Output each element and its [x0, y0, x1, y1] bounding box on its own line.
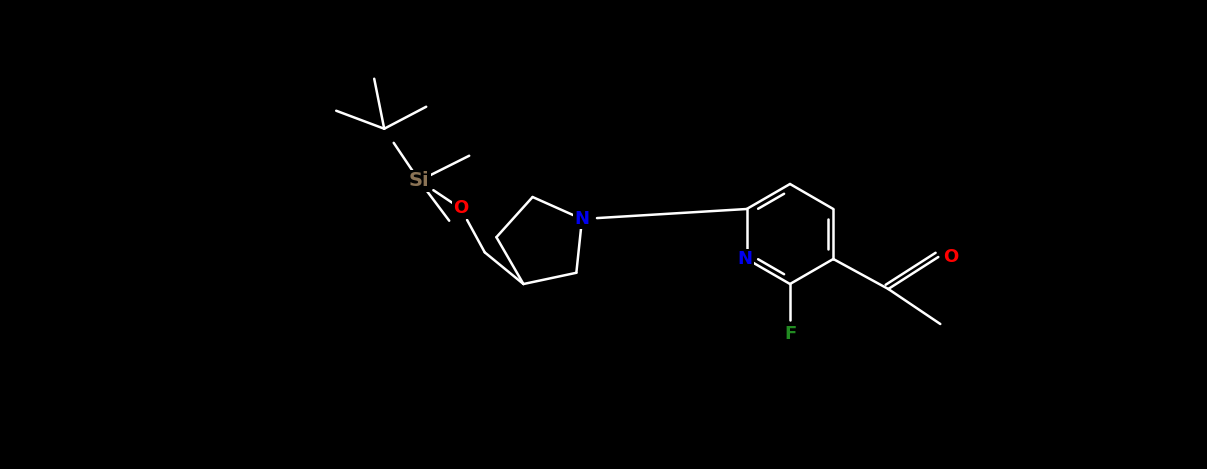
Text: N: N [575, 210, 589, 228]
Text: O: O [453, 199, 468, 218]
Text: Si: Si [409, 171, 430, 190]
Text: F: F [783, 325, 797, 343]
Text: O: O [943, 248, 958, 266]
Text: N: N [737, 250, 752, 268]
